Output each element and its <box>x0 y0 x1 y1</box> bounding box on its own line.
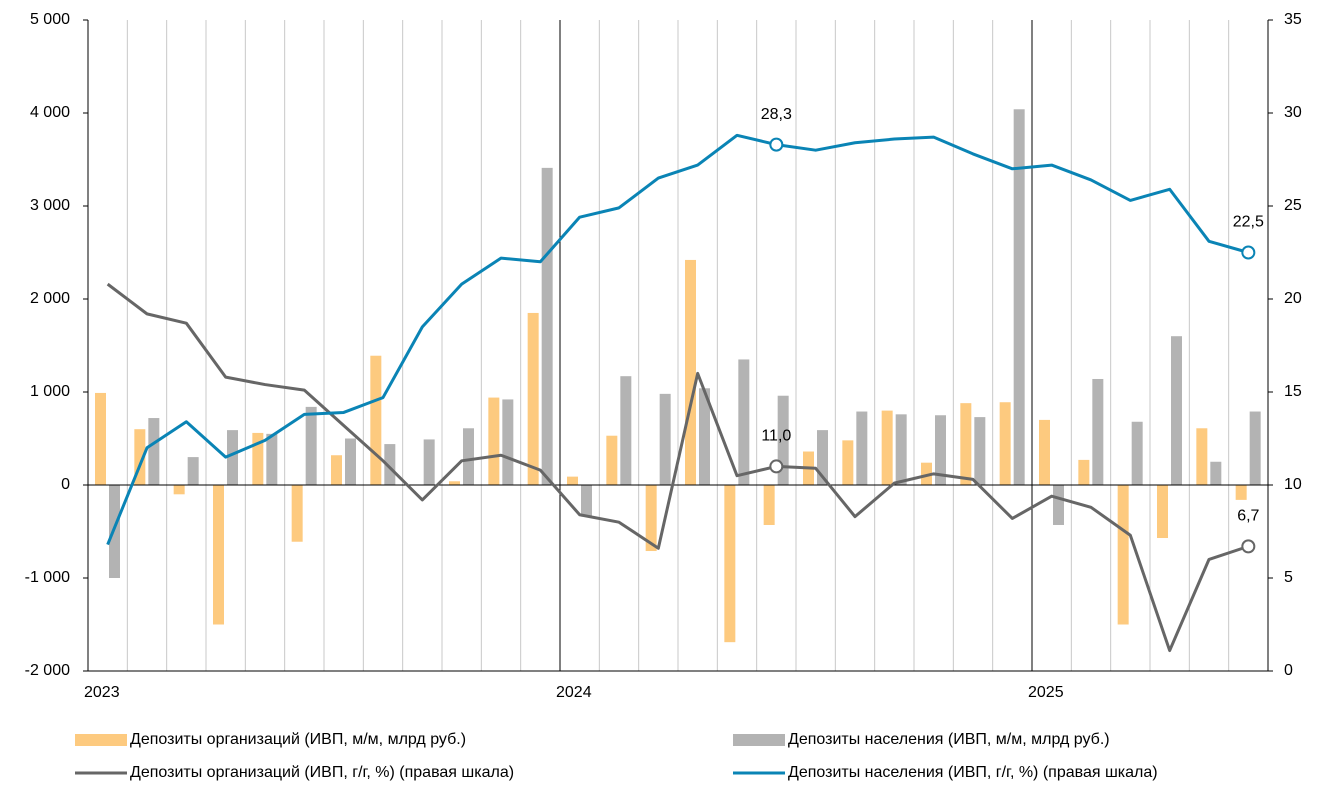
bar <box>345 438 356 485</box>
bar <box>567 476 578 485</box>
bar <box>266 433 278 485</box>
bar <box>541 167 553 485</box>
bar <box>134 429 146 485</box>
bar <box>187 457 199 485</box>
bar <box>252 432 264 485</box>
y-tick-label: 4 000 <box>30 104 70 121</box>
bar <box>935 415 946 485</box>
bar <box>921 462 932 485</box>
legend-swatch <box>733 734 785 746</box>
data-label: 22,5 <box>1233 214 1264 231</box>
bar <box>1117 485 1129 625</box>
point-marker <box>1241 539 1256 554</box>
bar <box>305 406 317 485</box>
bar <box>817 430 828 485</box>
bar <box>606 435 618 485</box>
bar <box>724 485 736 643</box>
y2-tick-label: 10 <box>1284 476 1302 493</box>
bar <box>895 414 907 485</box>
bar <box>699 388 710 485</box>
bar <box>1210 461 1222 485</box>
bar <box>370 355 382 485</box>
bar <box>842 440 854 485</box>
bar <box>1053 485 1064 525</box>
bar <box>1157 485 1168 539</box>
bar <box>581 485 592 517</box>
bar <box>227 430 238 485</box>
bar <box>960 403 972 485</box>
y2-tick-label: 5 <box>1284 569 1293 586</box>
point-marker <box>769 137 784 152</box>
line <box>106 133 1249 546</box>
bar <box>502 399 514 485</box>
bar <box>291 485 303 542</box>
x-tick-label: 2023 <box>84 684 120 701</box>
bar <box>620 376 632 485</box>
bar <box>423 439 435 485</box>
bar <box>1013 109 1025 485</box>
x-tick-label: 2025 <box>1028 684 1064 701</box>
y-tick-label: 1 000 <box>30 383 70 400</box>
bar <box>856 411 868 485</box>
data-label: 28,3 <box>761 106 792 123</box>
legend-swatch <box>75 734 127 746</box>
y-tick-label: 5 000 <box>30 11 70 28</box>
bar <box>738 359 750 485</box>
data-label: 11,0 <box>761 428 791 445</box>
bar <box>331 455 342 485</box>
bar <box>1039 419 1050 485</box>
bar <box>213 485 224 625</box>
bar <box>95 392 106 485</box>
y-tick-label: 2 000 <box>30 290 70 307</box>
y2-tick-label: 25 <box>1284 197 1302 214</box>
bar <box>384 444 396 485</box>
y2-tick-label: 0 <box>1284 662 1293 679</box>
y-tick-label: 3 000 <box>30 197 70 214</box>
point-marker <box>1241 245 1256 260</box>
bar <box>463 428 474 485</box>
legend-label: Депозиты населения (ИВП, г/г, %) (правая… <box>788 764 1158 781</box>
legend-label: Депозиты организаций (ИВП, м/м, млрд руб… <box>130 731 466 748</box>
bar <box>974 417 986 485</box>
x-tick-label: 2024 <box>556 684 592 701</box>
bar <box>1235 485 1247 500</box>
legend-label: Депозиты населения (ИВП, м/м, млрд руб.) <box>788 731 1110 748</box>
data-label: 6,7 <box>1237 508 1259 525</box>
bar <box>685 259 696 485</box>
bar <box>1092 378 1104 485</box>
bar <box>777 395 789 485</box>
line <box>106 282 1249 653</box>
bar <box>881 410 893 485</box>
bar <box>173 485 185 495</box>
point-marker <box>769 459 784 474</box>
bar <box>148 418 160 485</box>
bar <box>763 485 775 525</box>
y2-tick-label: 35 <box>1284 11 1302 28</box>
bar <box>449 481 460 485</box>
bar <box>999 402 1011 485</box>
bar <box>659 393 671 485</box>
y-tick-label: 0 <box>61 476 70 493</box>
bar <box>1131 421 1143 485</box>
bar <box>1078 459 1090 485</box>
bar <box>527 312 539 485</box>
bar <box>1196 428 1208 485</box>
bar <box>1249 411 1261 485</box>
y2-tick-label: 30 <box>1284 104 1302 121</box>
bar <box>645 485 657 552</box>
y2-tick-label: 15 <box>1284 383 1302 400</box>
y-tick-label: -2 000 <box>25 662 70 679</box>
y2-tick-label: 20 <box>1284 290 1302 307</box>
bar <box>488 397 500 485</box>
bar <box>1171 336 1182 485</box>
y-tick-label: -1 000 <box>25 569 70 586</box>
legend-label: Депозиты организаций (ИВП, г/г, %) (прав… <box>130 764 514 781</box>
